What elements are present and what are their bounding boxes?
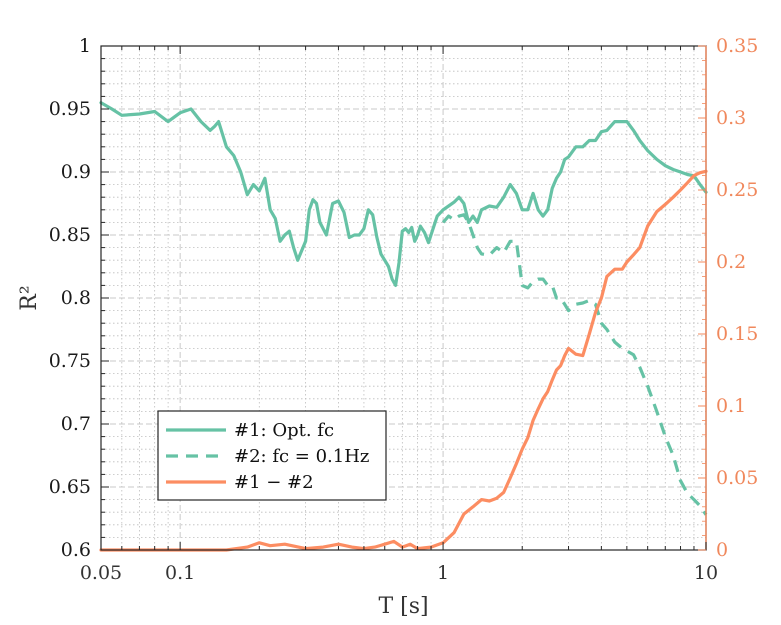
- x-tick-label: 1: [437, 562, 449, 584]
- y-right-tick-label: 0: [716, 539, 728, 561]
- labels-layer: 0.05 0.1 1 100.60.650.70.750.80.850.90.9510…: [17, 35, 758, 619]
- y-left-tick-label: 0.95: [49, 98, 91, 120]
- y-right-tick-label: 0.25: [716, 179, 758, 201]
- ticks-layer: [100, 45, 707, 551]
- series-line-3: [99, 169, 708, 552]
- y-right-tick-label: 0.15: [716, 323, 758, 345]
- y-left-tick-label: 1: [79, 35, 91, 57]
- y-right-tick-label: 0.05: [716, 467, 758, 489]
- y-axis-label: R²: [17, 285, 42, 310]
- y-right-tick-label: 0.3: [716, 107, 746, 129]
- y-right-tick-label: 0.1: [716, 395, 746, 417]
- y-left-tick-label: 0.65: [49, 476, 91, 498]
- y-left-tick-label: 0.85: [49, 224, 91, 246]
- x-tick-label: 0.05: [80, 562, 122, 584]
- x-tick-label: 0.1: [165, 562, 195, 584]
- legend: #1: Opt. fc #2: fc = 0.1Hz #1 − #2: [157, 410, 387, 501]
- series-line-1: [99, 101, 708, 287]
- legend-label-1: #1: Opt. fc: [234, 420, 334, 441]
- y-right-tick-label: 0.2: [716, 251, 746, 273]
- x-tick-label: 10: [694, 562, 718, 584]
- y-left-tick-label: 0.7: [61, 413, 91, 435]
- y-left-tick-label: 0.75: [49, 350, 91, 372]
- y-right-tick-label: 0.35: [716, 35, 758, 57]
- x-axis-label: T [s]: [378, 594, 428, 619]
- y-left-tick-label: 0.8: [61, 287, 91, 309]
- series-layer: [99, 101, 708, 552]
- legend-label-2: #2: fc = 0.1Hz: [234, 446, 369, 467]
- y-left-tick-label: 0.9: [61, 161, 91, 183]
- y-left-tick-label: 0.6: [61, 539, 91, 561]
- series-line-2: [441, 213, 708, 516]
- legend-label-3: #1 − #2: [234, 472, 314, 493]
